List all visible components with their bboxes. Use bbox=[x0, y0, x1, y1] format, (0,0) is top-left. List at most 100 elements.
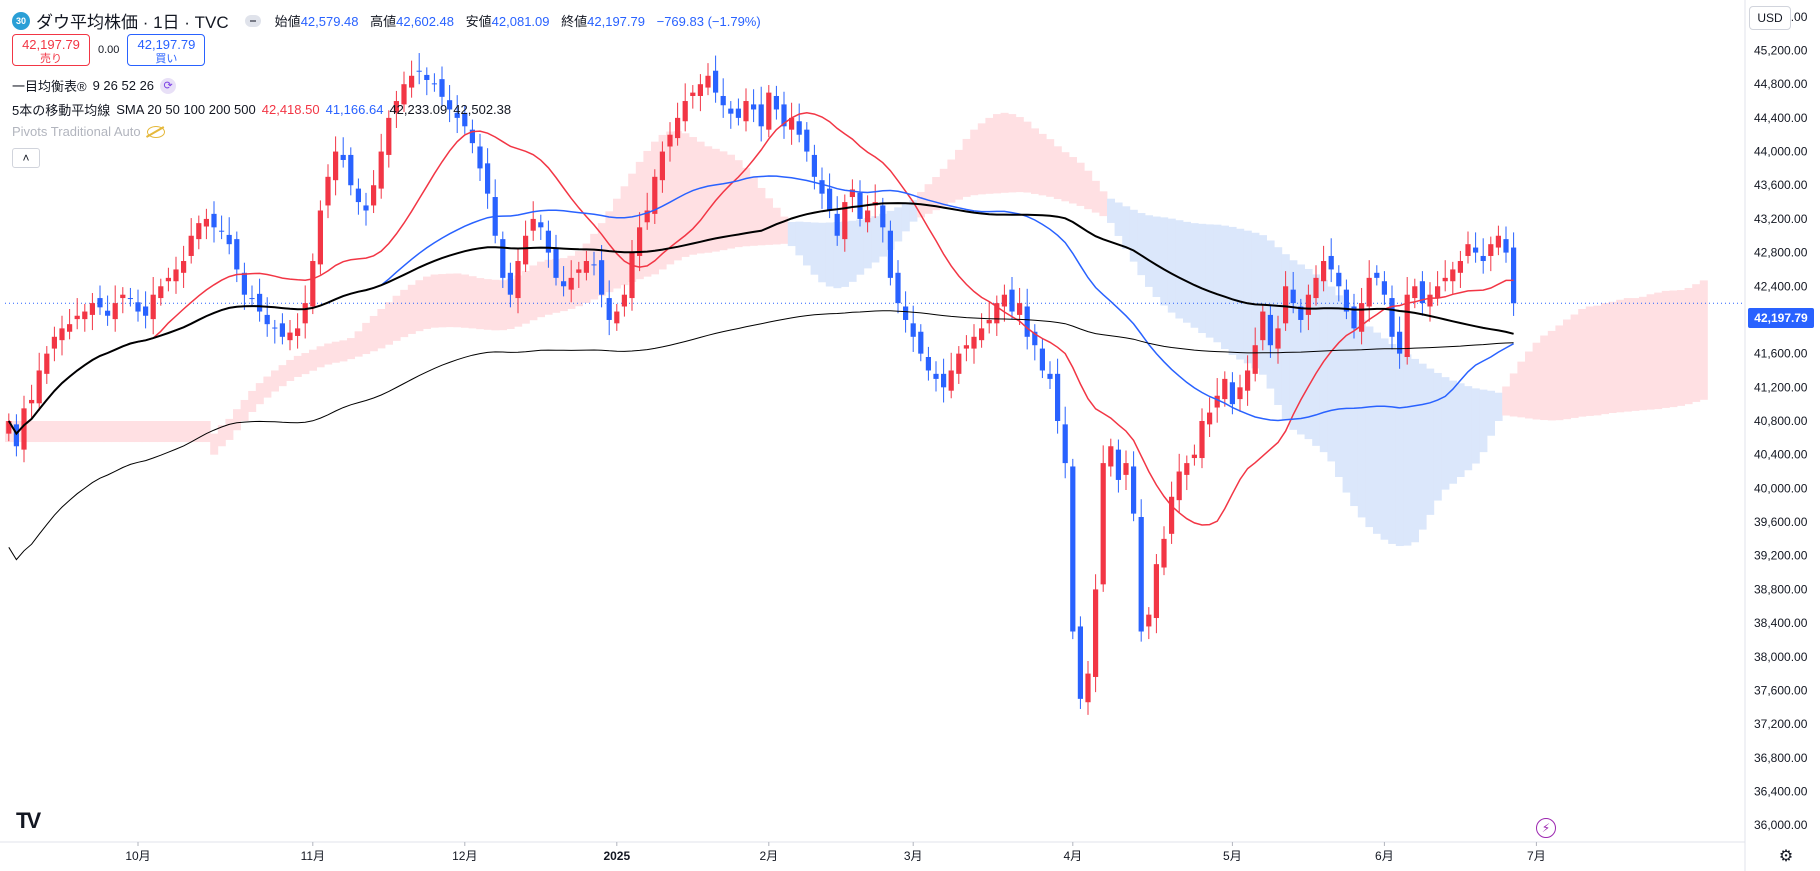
candle-body bbox=[127, 298, 133, 300]
trade-panel: 42,197.79 売り 0.00 42,197.79 買い bbox=[12, 34, 206, 66]
candle-body bbox=[1017, 303, 1023, 315]
ichimoku-cloud-segment bbox=[461, 274, 469, 328]
candle-body bbox=[409, 75, 415, 88]
ichimoku-cloud-segment bbox=[681, 133, 690, 257]
ichimoku-cloud-segment bbox=[1403, 354, 1412, 546]
candle-body bbox=[811, 154, 817, 177]
price-tick-label: 44,400.00 bbox=[1754, 111, 1808, 125]
candle-body bbox=[545, 230, 551, 253]
ichimoku-cloud-segment bbox=[742, 167, 751, 247]
ichimoku-cloud-segment bbox=[1031, 128, 1039, 194]
ichimoku-cloud-segment bbox=[749, 177, 758, 246]
ichimoku-cloud-segment bbox=[1061, 152, 1070, 202]
ichimoku-cloud-segment bbox=[1639, 296, 1647, 411]
ichimoku-cloud-segment bbox=[278, 365, 287, 387]
ichimoku-cloud-segment bbox=[704, 146, 713, 253]
chart-header: 30 ダウ平均株価 · 1日 · TVC 始値42,579.48 高値42,60… bbox=[12, 8, 769, 33]
ichimoku-cloud-segment bbox=[924, 184, 933, 214]
candle-body bbox=[1389, 298, 1395, 337]
ichimoku-cloud-segment bbox=[932, 177, 941, 211]
ichimoku-cloud-segment bbox=[1023, 121, 1032, 193]
ichimoku-cloud-segment bbox=[271, 370, 279, 392]
ichimoku-cloud-segment bbox=[1152, 216, 1161, 298]
candle-body bbox=[29, 399, 35, 404]
ichimoku-cloud-segment bbox=[1601, 303, 1609, 415]
candle-body bbox=[393, 101, 399, 113]
ichimoku-cloud-segment bbox=[1365, 326, 1374, 528]
ichimoku-cloud-segment bbox=[1517, 361, 1526, 418]
collapse-header-button[interactable] bbox=[244, 14, 261, 27]
sell-button[interactable]: 42,197.79 売り bbox=[12, 34, 90, 66]
candle-body bbox=[51, 336, 57, 349]
candle-body bbox=[469, 129, 475, 144]
candle-body bbox=[36, 370, 42, 404]
tradingview-logo[interactable]: TV bbox=[16, 808, 41, 833]
ichimoku-cloud-segment bbox=[385, 302, 393, 345]
candle-body bbox=[1343, 289, 1349, 312]
ichimoku-cloud-segment bbox=[438, 274, 447, 328]
reload-icon[interactable]: ⟳ bbox=[160, 77, 177, 94]
ichimoku-cloud-segment bbox=[841, 221, 849, 287]
sell-price: 42,197.79 bbox=[22, 37, 80, 52]
candle-body bbox=[173, 269, 179, 282]
candle-body bbox=[165, 277, 171, 282]
ichimoku-cloud-segment bbox=[1084, 170, 1093, 210]
sma-20-line bbox=[8, 112, 1514, 526]
ichimoku-cloud-segment bbox=[871, 216, 880, 263]
ichimoku-cloud-segment bbox=[1091, 180, 1100, 213]
buy-button[interactable]: 42,197.79 買い bbox=[127, 34, 206, 66]
ichimoku-cloud-segment bbox=[765, 198, 773, 245]
candle-body bbox=[97, 298, 103, 308]
buy-label: 買い bbox=[155, 53, 178, 65]
symbol-title[interactable]: ダウ平均株価 · 1日 · TVC bbox=[36, 13, 229, 32]
currency-button[interactable]: USD bbox=[1749, 6, 1791, 30]
price-tick-label: 36,000.00 bbox=[1754, 818, 1808, 832]
candle-body bbox=[89, 303, 95, 315]
ichimoku-cloud-segment bbox=[164, 421, 173, 443]
candle-body bbox=[1275, 328, 1281, 349]
ichimoku-cloud-segment bbox=[27, 421, 36, 443]
ichimoku-cloud-segment bbox=[415, 280, 424, 332]
ichimoku-cloud-segment bbox=[88, 421, 97, 443]
candle-body bbox=[1161, 538, 1167, 568]
ichimoku-cloud-segment bbox=[1319, 279, 1328, 453]
ichimoku-cloud-segment bbox=[780, 216, 789, 244]
candle-body bbox=[257, 293, 263, 312]
candle-body bbox=[401, 84, 407, 105]
ichimoku-cloud-segment bbox=[225, 418, 234, 440]
candle-body bbox=[1009, 289, 1015, 312]
ichimoku-cloud-segment bbox=[1616, 299, 1625, 413]
ichimoku-cloud-segment bbox=[476, 278, 485, 330]
candle-body bbox=[150, 294, 156, 320]
ichimoku-cloud-segment bbox=[1198, 223, 1207, 334]
candle-body bbox=[629, 252, 635, 299]
ichimoku-cloud-segment bbox=[141, 421, 150, 443]
ma-legend[interactable]: 5本の移動平均線 SMA 20 50 100 200 500 42,418.50… bbox=[12, 100, 511, 119]
ichimoku-cloud-segment bbox=[985, 117, 994, 194]
ichimoku-legend[interactable]: 一目均衡表® 9 26 52 26 ⟳ bbox=[12, 76, 177, 95]
ichimoku-cloud-segment bbox=[1494, 392, 1503, 421]
ma-value-200: 42,502.38 bbox=[453, 102, 512, 117]
candle-body bbox=[849, 189, 855, 198]
sma-100-line bbox=[7, 202, 1514, 436]
time-tick-label: 6月 bbox=[1375, 849, 1394, 863]
price-tick-label: 41,600.00 bbox=[1754, 347, 1808, 361]
bolt-icon[interactable]: ⚡ bbox=[1536, 818, 1556, 838]
ichimoku-cloud-segment bbox=[483, 279, 492, 330]
symbol-badge-icon[interactable]: 30 bbox=[12, 11, 30, 30]
candle-body bbox=[728, 108, 734, 114]
collapse-legend-button[interactable]: ˄ bbox=[12, 148, 40, 168]
ichimoku-cloud-segment bbox=[286, 359, 295, 382]
candle-body bbox=[1419, 281, 1425, 304]
candle-body bbox=[1237, 387, 1243, 400]
candle-body bbox=[272, 327, 278, 329]
candle-body bbox=[264, 314, 270, 325]
ichimoku-cloud-segment bbox=[856, 219, 865, 275]
pivots-legend[interactable]: Pivots Traditional Auto bbox=[12, 124, 165, 139]
candle-body bbox=[1085, 673, 1091, 703]
ichimoku-cloud-segment bbox=[453, 273, 462, 328]
hidden-eye-icon[interactable] bbox=[146, 125, 165, 138]
gear-icon[interactable]: ⚙ bbox=[1778, 848, 1794, 865]
candle-body bbox=[219, 230, 225, 232]
